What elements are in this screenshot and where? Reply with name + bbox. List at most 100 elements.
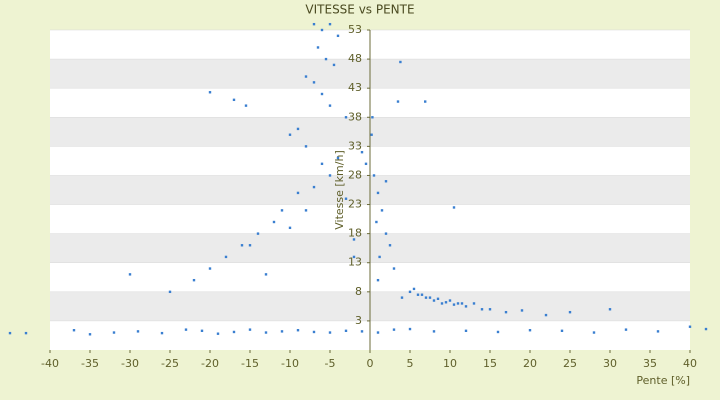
point: [460, 302, 464, 305]
point: [312, 81, 316, 84]
point: [388, 244, 392, 247]
point: [288, 226, 292, 230]
y-tick-label: 3: [355, 314, 362, 327]
x-tick-label: -25: [161, 357, 179, 370]
point: [624, 328, 628, 331]
point: [296, 127, 300, 131]
point: [436, 297, 440, 300]
point: [688, 325, 692, 328]
point: [304, 209, 308, 212]
y-tick-label: 43: [348, 81, 362, 94]
point: [364, 162, 368, 166]
point: [376, 191, 380, 195]
point: [371, 116, 374, 119]
point: [216, 332, 220, 335]
point: [384, 180, 388, 183]
point: [432, 330, 436, 333]
y-tick-label: 53: [348, 23, 362, 36]
point: [408, 327, 412, 331]
point: [372, 174, 376, 177]
point: [440, 302, 444, 305]
point: [408, 290, 412, 294]
point: [452, 206, 456, 209]
point: [272, 220, 276, 224]
y-axis-label: Vitesse [km/h]: [333, 150, 346, 230]
x-tick-label: -30: [121, 357, 139, 370]
x-tick-label: -10: [281, 357, 299, 370]
point: [472, 302, 476, 305]
point: [304, 75, 308, 78]
point: [328, 104, 332, 107]
point: [248, 244, 252, 247]
point: [412, 287, 416, 291]
point: [568, 310, 572, 314]
point: [656, 330, 660, 333]
point: [344, 197, 348, 200]
point: [328, 331, 332, 334]
y-tick-label: 18: [348, 227, 362, 240]
y-tick-label: 8: [355, 285, 362, 298]
point: [416, 293, 420, 296]
point: [399, 60, 402, 64]
point: [184, 328, 188, 331]
point: [336, 156, 340, 160]
x-tick-label: -20: [201, 357, 219, 370]
y-tick-label: 13: [348, 256, 362, 269]
point: [88, 333, 92, 336]
point: [336, 34, 340, 38]
point: [360, 150, 364, 154]
point: [72, 329, 76, 332]
x-tick-label: 25: [563, 357, 577, 370]
point: [424, 100, 427, 103]
point: [352, 255, 356, 259]
point: [312, 22, 316, 26]
point: [280, 330, 284, 333]
point: [352, 238, 356, 241]
point: [320, 28, 324, 32]
point: [208, 267, 212, 270]
y-tick-label: 48: [348, 52, 362, 65]
point: [320, 162, 324, 166]
point: [378, 255, 381, 259]
point: [432, 299, 436, 302]
point: [480, 308, 484, 311]
point: [332, 63, 336, 67]
point: [452, 303, 456, 306]
point: [380, 209, 384, 212]
point: [592, 331, 596, 334]
point: [456, 302, 460, 305]
point: [464, 329, 468, 332]
point: [496, 330, 500, 334]
point: [396, 100, 400, 103]
point: [504, 310, 508, 314]
point: [560, 329, 564, 332]
point: [444, 301, 448, 304]
point: [304, 145, 308, 148]
point: [248, 328, 252, 331]
point: [208, 91, 212, 94]
point: [376, 278, 380, 282]
point: [112, 331, 116, 334]
point: [160, 331, 164, 335]
point: [168, 290, 172, 294]
point: [424, 296, 428, 299]
point: [136, 330, 140, 333]
point: [324, 57, 328, 61]
x-tick-label: -15: [241, 357, 259, 370]
point: [448, 299, 452, 302]
x-tick-label: -35: [81, 357, 99, 370]
x-tick-label: 5: [407, 357, 414, 370]
point: [296, 191, 300, 195]
x-tick-label: 0: [367, 357, 374, 370]
point: [192, 278, 196, 282]
point: [200, 329, 204, 332]
point: [264, 273, 268, 276]
point: [264, 331, 268, 334]
point: [544, 313, 548, 317]
point: [328, 174, 332, 177]
point: [320, 92, 324, 96]
point: [488, 308, 492, 311]
point: [384, 232, 388, 235]
x-tick-label: 15: [483, 357, 497, 370]
